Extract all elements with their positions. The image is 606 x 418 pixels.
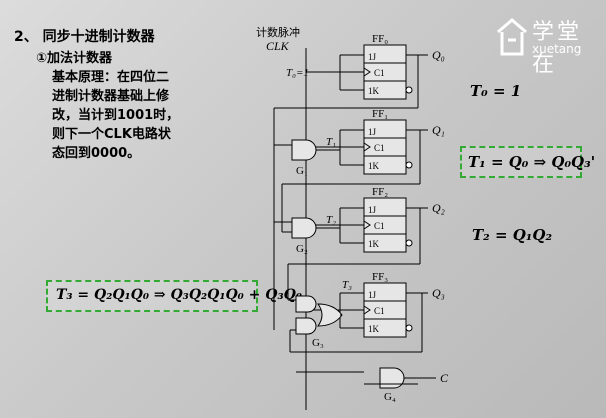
g2-label: G₂ [296, 243, 308, 255]
clock-label-cn: 计数脉冲 [256, 25, 300, 39]
slide-subheading: ①加法计数器 [36, 51, 113, 66]
ff2-pin-c: C1 [374, 221, 385, 231]
principle-line-5: 态回到0000。 [52, 146, 141, 161]
ff0-pin-c: C1 [374, 68, 385, 78]
ff3-label: FF₃ [372, 271, 388, 283]
ff1-pin-c: C1 [374, 143, 385, 153]
formula-t3: T₃ = Q₂Q₁Q₀ ⇒ Q₃Q₂Q₁Q₀ + Q₃Q₀ [56, 287, 302, 303]
q2-label: Q₂ [432, 201, 445, 215]
principle-line-2: 进制计数器基础上修 [52, 89, 170, 104]
principle-line-3: 改，当计到1001时， [52, 108, 180, 123]
xuetang-logo: 学堂在 xuetang [494, 12, 606, 77]
ff1-pin-j: 1J [368, 127, 377, 137]
logo-mark-icon [497, 18, 527, 56]
principle-line-1: 基本原理：在四位二 [52, 70, 170, 85]
ff2-pin-k: 1K [368, 239, 380, 249]
formula-t3-box: T₃ = Q₂Q₁Q₀ ⇒ Q₃Q₂Q₁Q₀ + Q₃Q₀ [46, 280, 302, 312]
t0-input-label: T₀=1 [286, 67, 309, 79]
q1-label: Q₁ [432, 123, 445, 137]
formula-t2: T₂ = Q₁Q₂ [472, 226, 553, 244]
ff2-pin-j: 1J [368, 205, 377, 215]
g3-label: G₃ [312, 337, 324, 349]
g1-label: G₁ [296, 165, 308, 177]
ff0-pin-j: 1J [368, 52, 377, 62]
principle-line-4: 则下一个CLK电路状 [52, 127, 171, 142]
slide-heading: 2、 同步十进制计数器 [14, 29, 155, 45]
formula-t1: T₁ = Q₀ ⇒ Q₀Q₃' [468, 153, 596, 171]
ff3-pin-c: C1 [374, 306, 385, 316]
logo-chinese: 学堂在 [532, 20, 583, 77]
q0-label: Q₀ [432, 48, 445, 62]
ff0-pin-k: 1K [368, 86, 380, 96]
t1-label: T₁ [326, 136, 336, 148]
q3-label: Q₃ [432, 286, 445, 300]
ff1-label: FF₁ [372, 108, 388, 120]
logo-latin: xuetang [532, 42, 582, 56]
carry-output-label: C [440, 371, 449, 385]
formula-t1-box: T₁ = Q₀ ⇒ Q₀Q₃' [460, 146, 595, 178]
t3-label: T₃ [342, 279, 352, 291]
formula-t0: T₀ = 1 [470, 82, 522, 100]
g4-label: G₄ [384, 391, 396, 403]
clock-label: CLK [266, 39, 290, 53]
ff0-label: FF₀ [372, 33, 388, 45]
ff2-label: FF₂ [372, 186, 388, 198]
ff3-pin-k: 1K [368, 324, 380, 334]
t2-label: T₂ [326, 214, 336, 226]
ff1-pin-k: 1K [368, 161, 380, 171]
ff3-pin-j: 1J [368, 290, 377, 300]
